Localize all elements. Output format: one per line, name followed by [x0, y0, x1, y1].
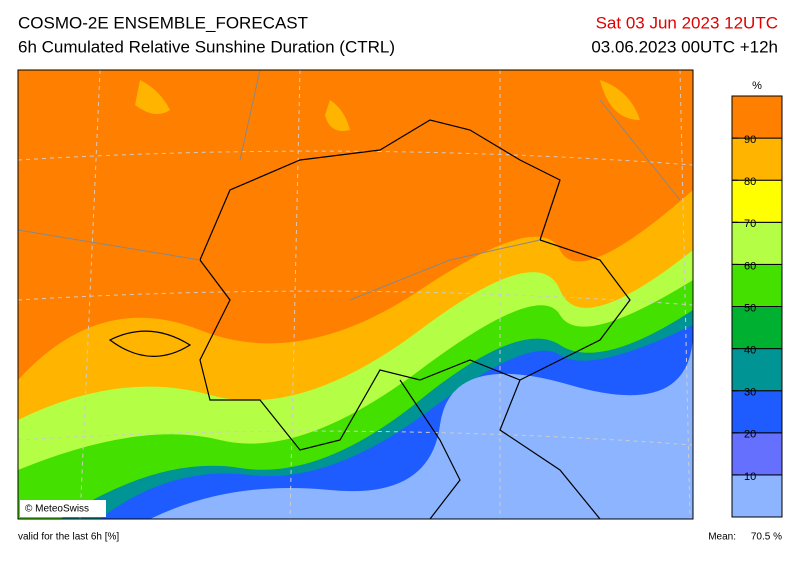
colorbar-box [731, 137, 783, 181]
colorbar-tick-label: 90 [744, 134, 756, 146]
credit-box [20, 500, 106, 517]
colorbar-box [731, 221, 783, 265]
map-field [150, 335, 693, 519]
run-info: 03.06.2023 00UTC +12h [591, 37, 778, 56]
colorbar-unit: % [752, 80, 762, 92]
colorbar-tick-label: 40 [744, 345, 756, 357]
valid-date: Sat 03 Jun 2023 12UTC [596, 13, 778, 32]
colorbar-tick-label: 20 [744, 429, 756, 441]
colorbar-box [731, 95, 783, 139]
credit: © MeteoSwiss [25, 504, 89, 515]
map-frame [17, 69, 694, 520]
colorbar-tick-label: 30 [744, 387, 756, 399]
colorbar-box [731, 306, 783, 350]
colorbar-tick-label: 10 [744, 471, 756, 483]
subtitle: 6h Cumulated Relative Sunshine Duration … [18, 37, 395, 56]
graticule [18, 70, 693, 519]
colorbar-box [731, 390, 783, 434]
colorbar: % 10 20 30 40 50 60 70 80 90 [731, 80, 783, 518]
colorbar-tick-label: 70 [744, 218, 756, 230]
borders [108, 119, 631, 519]
colorbar-tick-label: 60 [744, 260, 756, 272]
colorbar-box [731, 432, 783, 476]
colorbar-tick-label: 50 [744, 302, 756, 314]
colorbar-box [731, 474, 783, 518]
title: COSMO-2E ENSEMBLE_FORECAST [18, 13, 308, 32]
mean-label: Mean: [708, 532, 736, 543]
colorbar-tick-label: 80 [744, 176, 756, 188]
colorbar-box [731, 179, 783, 223]
mean-value: 70.5 % [751, 532, 782, 543]
validity: valid for the last 6h [%] [18, 532, 119, 543]
colorbar-box [731, 263, 783, 307]
map: © MeteoSwiss [17, 69, 694, 520]
regions [18, 70, 681, 301]
colorbar-box [731, 348, 783, 392]
